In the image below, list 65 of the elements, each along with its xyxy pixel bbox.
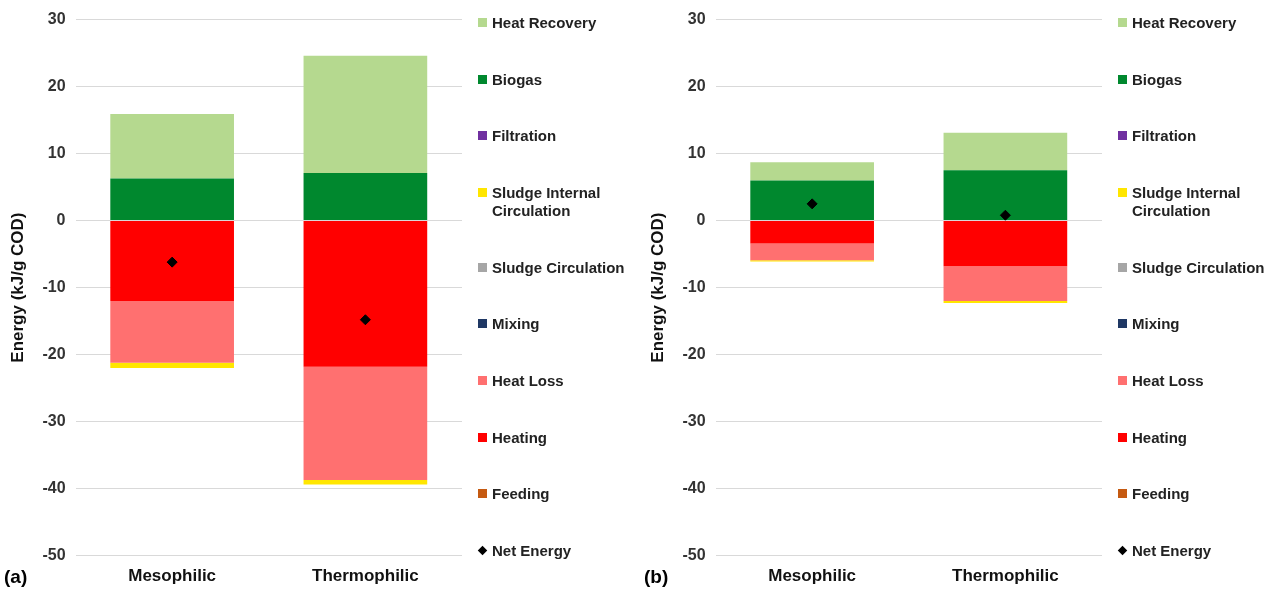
bar (110, 178, 234, 221)
text: (b) (644, 566, 669, 588)
legend-label: Biogas (1132, 70, 1183, 89)
y-tick-label: 10 (687, 144, 706, 162)
bar (303, 173, 428, 221)
y-tick-label: -10 (682, 278, 706, 296)
bar (303, 366, 428, 480)
y-tick-label: 30 (47, 10, 66, 28)
y-tick-label: -10 (42, 278, 66, 296)
bar (943, 301, 1068, 304)
legend-label: Sludge Internal Circulation (1132, 183, 1242, 220)
y-tick-label: 20 (47, 77, 66, 95)
legend-label: Heat Recovery (1132, 14, 1237, 32)
y-axis-title: Energy (kJ/g COD) (647, 212, 667, 363)
y-tick-label: 0 (56, 211, 66, 229)
bar (110, 362, 234, 368)
legend-label: Heat Recovery (492, 14, 597, 32)
y-tick-label: -30 (42, 412, 66, 430)
bar (943, 221, 1068, 267)
legend-label: Heating (492, 428, 548, 447)
bar (110, 221, 234, 301)
y-tick-label: 30 (687, 10, 706, 28)
legend-label: Mixing (1132, 315, 1180, 334)
bar (750, 221, 874, 244)
bar (750, 243, 874, 261)
text: (a) (4, 566, 28, 588)
bar (943, 266, 1068, 301)
bar (303, 479, 428, 485)
bar (943, 170, 1068, 221)
x-tick-label: Mesophilic (128, 566, 217, 586)
legend-label: Biogas (492, 70, 543, 89)
legend-label: Sludge Circulation (492, 258, 625, 277)
legend-label: Filtration (492, 127, 557, 146)
bar (750, 180, 874, 221)
y-tick-label: -50 (682, 546, 706, 564)
y-tick-label: -30 (682, 412, 706, 430)
y-tick-label: -40 (42, 479, 66, 497)
y-axis-title: Energy (kJ/g COD) (7, 212, 27, 363)
x-tick-label: Thermophilic (952, 566, 1059, 586)
legend-label: Feeding (1132, 485, 1190, 504)
bar (943, 132, 1068, 171)
y-tick-label: -40 (682, 479, 706, 497)
y-tick-label: 10 (47, 144, 66, 162)
bar (750, 162, 874, 181)
x-tick-label: Thermophilic (312, 566, 419, 586)
bar (303, 55, 428, 174)
legend-label: Sludge Internal Circulation (492, 183, 602, 220)
x-tick-label: Mesophilic (768, 566, 857, 586)
legend-label: Heat Loss (492, 371, 564, 390)
legend-label: Mixing (492, 315, 540, 334)
legend-label: Net Energy (492, 541, 572, 560)
bar (110, 301, 234, 363)
y-tick-label: -20 (42, 345, 66, 363)
legend-label: Net Energy (1132, 541, 1212, 560)
y-tick-label: 0 (696, 211, 706, 229)
legend-label: Sludge Circulation (1132, 258, 1265, 277)
legend-label: Heat Loss (1132, 371, 1204, 390)
y-tick-label: -20 (682, 345, 706, 363)
legend-label: Heating (1132, 428, 1188, 447)
y-tick-label: 20 (687, 77, 706, 95)
legend-label: Filtration (1132, 127, 1197, 146)
bar (303, 221, 428, 367)
bar (110, 114, 234, 179)
y-tick-label: -50 (42, 546, 66, 564)
legend-label: Feeding (492, 485, 550, 504)
